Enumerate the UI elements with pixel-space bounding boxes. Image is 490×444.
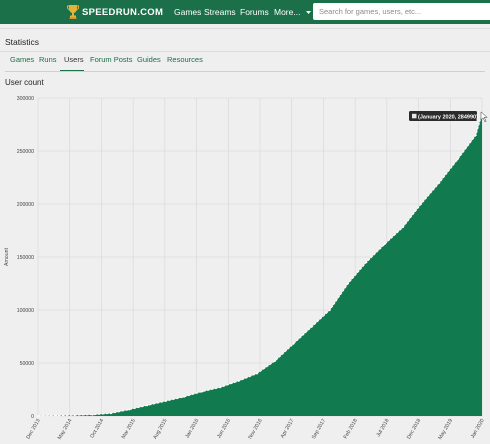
series-line [37, 113, 483, 417]
data-point[interactable] [310, 326, 313, 328]
data-point[interactable] [438, 181, 441, 184]
data-point[interactable] [329, 309, 331, 311]
tooltip-swatch [412, 113, 417, 119]
section-title: User count [5, 78, 44, 87]
active-tab-indicator [60, 70, 84, 71]
nav-forums-link[interactable]: Forums [240, 7, 269, 17]
nav-more-dropdown[interactable]: More... [274, 0, 311, 24]
data-point[interactable] [347, 282, 350, 285]
data-point[interactable] [201, 390, 204, 393]
data-point[interactable] [128, 408, 131, 411]
search-input[interactable] [313, 3, 490, 20]
tab-users[interactable]: Users [64, 55, 84, 64]
tab-games[interactable]: Games [10, 55, 35, 64]
data-point[interactable] [183, 396, 185, 398]
y-tick-label: 50000 [20, 361, 35, 367]
data-point[interactable] [37, 415, 39, 417]
data-point[interactable] [146, 404, 149, 407]
caret-down-icon [305, 10, 311, 14]
data-point[interactable] [402, 226, 404, 229]
data-point[interactable] [365, 261, 368, 264]
trophy-icon [67, 5, 79, 19]
top-navbar: SPEEDRUN.COM Games Streams Forums More..… [0, 0, 490, 24]
data-point[interactable] [292, 343, 295, 345]
data-point[interactable] [110, 412, 112, 415]
title-divider [0, 51, 490, 52]
data-point[interactable] [91, 413, 94, 416]
nav-more-label: More... [274, 7, 301, 17]
site-logo[interactable]: SPEEDRUN.COM [67, 3, 163, 21]
y-tick-label: 150000 [17, 255, 34, 261]
data-point[interactable] [73, 414, 76, 417]
data-point[interactable] [164, 400, 167, 403]
series-area [38, 113, 482, 416]
data-point[interactable] [256, 372, 258, 375]
data-point[interactable] [274, 359, 277, 362]
tab-resources[interactable]: Resources [167, 55, 203, 64]
y-tick-label: 250000 [17, 149, 34, 155]
data-point[interactable] [383, 243, 386, 246]
y-tick-label: 300000 [17, 96, 34, 102]
data-point[interactable] [475, 134, 477, 136]
y-tick-label: 0 [31, 414, 34, 420]
data-point[interactable] [55, 414, 58, 417]
data-point[interactable] [456, 158, 459, 161]
data-point[interactable] [237, 380, 240, 382]
tabs-border [5, 71, 485, 72]
nav-streams-link[interactable]: Streams [204, 7, 236, 17]
tooltip-text: (January 2020, 284990) [418, 114, 478, 120]
y-axis-ticks: 0 50000 100000 150000 200000 250000 300000 [17, 96, 34, 420]
chart-tooltip: (January 2020, 284990) [409, 111, 488, 123]
cursor-icon [480, 111, 488, 123]
data-point[interactable] [219, 386, 222, 389]
y-tick-label: 100000 [17, 308, 34, 314]
nav-games-link[interactable]: Games [174, 7, 202, 17]
data-point[interactable] [420, 203, 423, 205]
brand-name: SPEEDRUN.COM [82, 6, 164, 18]
tab-guides[interactable]: Guides [137, 55, 161, 64]
tab-forum-posts[interactable]: Forum Posts [90, 55, 133, 64]
tooltip-box [409, 111, 477, 121]
page-title: Statistics [5, 37, 40, 47]
y-tick-label: 200000 [17, 202, 34, 208]
tab-runs[interactable]: Runs [39, 55, 57, 64]
y-axis-label: Amount [4, 248, 10, 266]
